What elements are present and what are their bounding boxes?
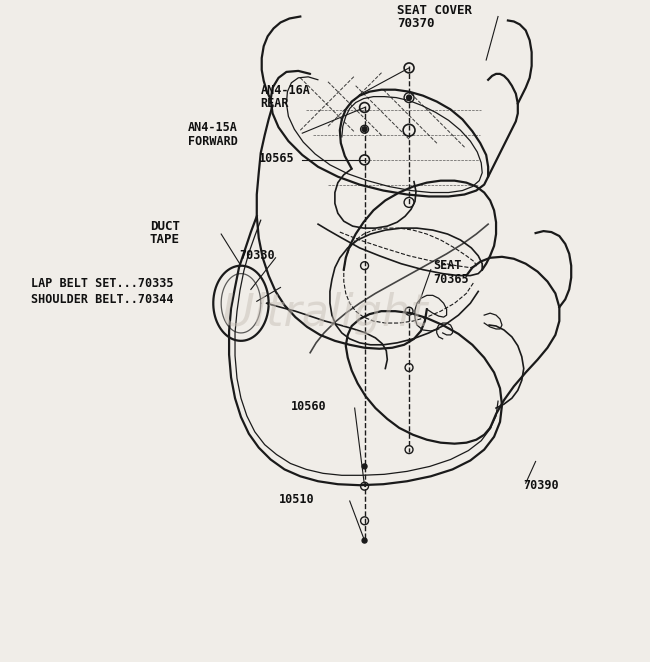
Text: LAP BELT SET...70335: LAP BELT SET...70335 bbox=[31, 277, 174, 290]
Circle shape bbox=[406, 95, 411, 100]
Text: DUCT: DUCT bbox=[150, 220, 180, 232]
Text: 70370: 70370 bbox=[397, 17, 435, 30]
Text: FORWARD: FORWARD bbox=[188, 134, 237, 148]
Text: 10560: 10560 bbox=[291, 400, 326, 412]
Text: SEAT COVER: SEAT COVER bbox=[397, 4, 472, 17]
Text: 10565: 10565 bbox=[259, 152, 294, 166]
Circle shape bbox=[362, 126, 367, 132]
Circle shape bbox=[362, 464, 367, 469]
Text: SHOULDER BELT..70344: SHOULDER BELT..70344 bbox=[31, 293, 174, 306]
Text: AN4-15A: AN4-15A bbox=[188, 120, 237, 134]
Text: 70390: 70390 bbox=[524, 479, 560, 492]
Text: 10510: 10510 bbox=[279, 493, 314, 506]
Text: Ultralight: Ultralight bbox=[222, 292, 428, 335]
Text: AN4-16A: AN4-16A bbox=[261, 84, 311, 97]
Circle shape bbox=[362, 538, 367, 543]
Text: REAR: REAR bbox=[261, 97, 289, 110]
Text: SEAT: SEAT bbox=[433, 260, 462, 272]
Text: 70365: 70365 bbox=[433, 273, 469, 286]
Text: 70330: 70330 bbox=[239, 250, 274, 262]
Text: TAPE: TAPE bbox=[150, 234, 180, 246]
